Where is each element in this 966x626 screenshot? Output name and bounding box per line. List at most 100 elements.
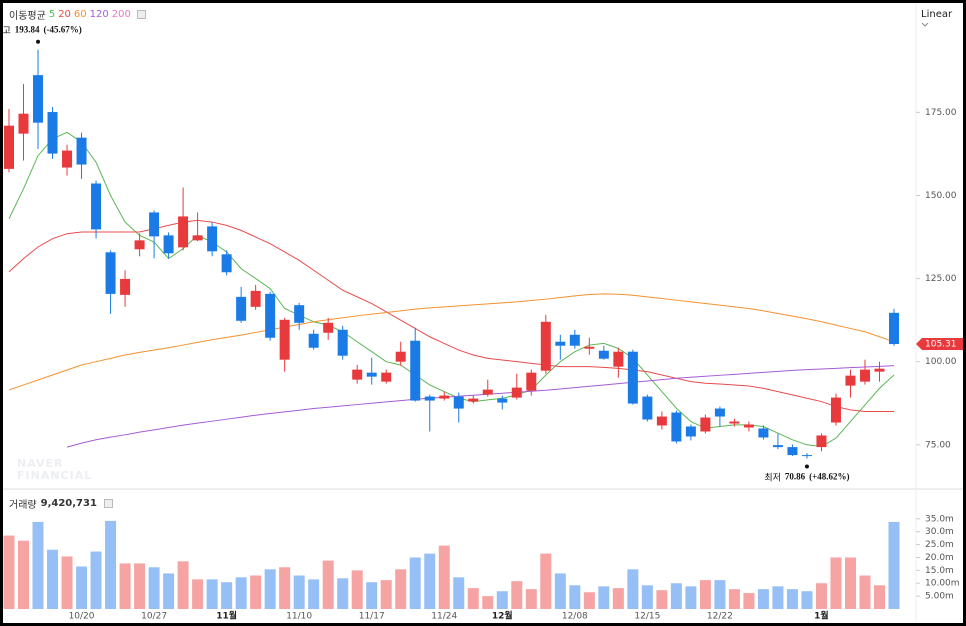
volume-bar — [61, 556, 73, 609]
volume-bar — [699, 580, 711, 609]
scale-label: Linear — [921, 9, 953, 20]
ma-line — [8, 131, 895, 447]
volume-bar — [453, 577, 465, 609]
chart-frame: 75.00 100.00 125.00 150.00 175.00 5.00m 10.00m… — [3, 3, 963, 623]
y-tick-label: 15.0m — [925, 566, 954, 576]
candle-body — [105, 252, 116, 294]
candle-body — [772, 445, 783, 448]
volume-bar — [743, 593, 755, 609]
scale-selector[interactable]: Linear — [921, 9, 963, 31]
candle-body — [758, 428, 769, 438]
candle-body — [743, 424, 754, 428]
candle-body — [250, 290, 261, 307]
legend-item[interactable]: 5 — [48, 9, 56, 20]
candle-body — [613, 351, 624, 367]
volume-bar — [134, 563, 146, 609]
candle-body — [4, 125, 14, 169]
x-tick-label: 12/22 — [707, 612, 733, 622]
candle-body — [76, 137, 87, 165]
extreme-change: (+48.62%) — [809, 472, 849, 482]
volume-bar — [206, 579, 218, 609]
volume-bar — [801, 591, 813, 609]
volume-bar — [786, 589, 798, 609]
legend-item[interactable]: 200 — [111, 9, 131, 20]
candle-body — [178, 216, 189, 248]
volume-bar — [757, 589, 769, 609]
legend-item[interactable]: 60 — [73, 9, 87, 20]
candle-body — [337, 329, 348, 356]
extreme-label: 최저 70.86 (+48.62%) — [764, 472, 849, 483]
extreme-dot — [36, 39, 41, 44]
candle-body — [468, 398, 479, 402]
ma-legend[interactable]: 이동평균 5 20 60 120 200 — [9, 7, 146, 22]
y-tick-label: 10.00m — [925, 579, 960, 589]
volume-bar — [670, 583, 682, 609]
candle-body — [685, 426, 696, 437]
candle-body — [859, 369, 870, 382]
candle-body — [163, 235, 174, 254]
x-tick-label: 12/15 — [634, 612, 660, 622]
volume-bar — [395, 569, 407, 609]
extreme-value: 70.86 — [785, 472, 806, 482]
volume-bar — [714, 580, 726, 609]
volume-bar — [815, 583, 827, 609]
extreme-change: (-45.67%) — [44, 25, 82, 35]
candle-body — [279, 319, 290, 360]
legend-item[interactable]: 120 — [89, 9, 109, 20]
y-tick-label: 125.00 — [925, 274, 957, 284]
x-tick-label: 12/08 — [562, 612, 588, 622]
candle-body — [395, 351, 406, 362]
volume-bar — [569, 585, 581, 609]
candle-body — [845, 375, 856, 386]
chevron — [921, 22, 929, 27]
volume-bar — [322, 560, 334, 609]
volume-bar — [177, 561, 189, 609]
volume-bar — [163, 573, 175, 609]
volume-bar — [540, 553, 552, 609]
volume-bar — [728, 589, 740, 609]
candle-body — [671, 412, 682, 442]
legend-item[interactable]: 20 — [58, 9, 71, 20]
extreme-label: 최저 — [764, 472, 781, 483]
volume-title: 거래량 — [9, 500, 37, 511]
close-box[interactable] — [136, 10, 146, 19]
candle-body — [62, 150, 73, 168]
price-tag-label: 105.31 — [925, 340, 957, 350]
y-tick-label: 25.0m — [925, 540, 954, 550]
y-tick-label: 20.0m — [925, 553, 954, 563]
candle-body — [47, 112, 58, 154]
price-tag — [916, 338, 963, 351]
volume-bar — [873, 585, 885, 609]
candle-body — [482, 389, 493, 395]
candle-body — [889, 312, 899, 345]
candle-body — [555, 341, 566, 346]
candle-body — [134, 240, 145, 250]
volume-bar — [467, 588, 479, 609]
volume-bar — [844, 557, 856, 609]
watermark: NAVER FINANCIAL — [17, 458, 92, 482]
volume-bar — [409, 557, 421, 609]
candle-body — [149, 212, 160, 237]
volume-bar — [554, 573, 566, 609]
close-box[interactable] — [103, 499, 113, 508]
y-tick-label: 150.00 — [925, 191, 957, 201]
candle-body — [540, 321, 551, 371]
y-tick-label: 30.0m — [925, 527, 954, 537]
volume-total: 9,420,731 — [40, 498, 97, 509]
volume-bar — [90, 551, 102, 609]
candle-body — [352, 369, 363, 380]
volume-bar — [380, 580, 392, 609]
x-tick-label: 10/27 — [141, 612, 167, 622]
volume-bar — [598, 586, 610, 609]
volume-bar — [119, 563, 131, 609]
x-tick-label: 10/20 — [69, 612, 95, 622]
candle-body — [584, 346, 595, 349]
volume-bar — [279, 567, 291, 609]
candle-body — [569, 334, 580, 346]
volume-bar — [308, 579, 320, 609]
candle-body — [439, 395, 450, 399]
volume-header: 거래량 9,420,731 — [9, 496, 113, 511]
candle-body — [221, 254, 232, 273]
candle-body — [627, 351, 638, 404]
